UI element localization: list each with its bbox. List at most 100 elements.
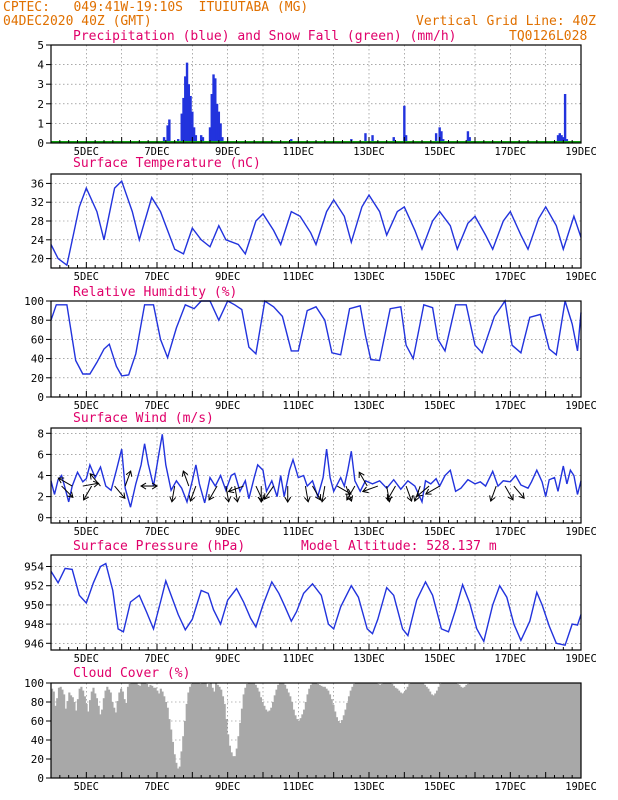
cloud-bar bbox=[189, 686, 192, 778]
cloud-bar bbox=[342, 715, 345, 778]
cloud-bar bbox=[484, 683, 487, 778]
cloud-bar bbox=[454, 683, 458, 778]
cloud-bar bbox=[520, 683, 523, 778]
cloud-bar bbox=[240, 708, 244, 778]
precip-bar bbox=[556, 135, 560, 143]
cloud-bar bbox=[408, 683, 411, 778]
temp-ytick-label: 28 bbox=[31, 215, 44, 228]
cloud-bar bbox=[206, 686, 209, 778]
wind-arrow-head bbox=[67, 491, 74, 499]
cloud-bar bbox=[125, 702, 128, 778]
cloud-bar bbox=[61, 689, 64, 778]
cloud-bar bbox=[508, 683, 511, 778]
cloud-bar bbox=[323, 686, 326, 778]
cloud-bar bbox=[372, 683, 375, 778]
cloud-bar bbox=[420, 683, 423, 778]
cloud-xtick-label: 17DEC bbox=[495, 781, 527, 793]
cloud-ytick-label: 0 bbox=[37, 772, 44, 785]
cloud-bar bbox=[220, 689, 223, 778]
cloud-bar bbox=[382, 683, 385, 778]
cloud-bar bbox=[151, 685, 154, 778]
wind-series-line bbox=[50, 434, 582, 508]
cloud-bar bbox=[492, 683, 496, 778]
cloud-bar bbox=[398, 690, 401, 778]
cloud-bar bbox=[553, 683, 556, 778]
cloud-bar bbox=[85, 703, 88, 778]
temp-xtick-label: 7DEC bbox=[144, 271, 169, 283]
cloud-bar bbox=[106, 686, 109, 778]
cloud-bar bbox=[361, 683, 364, 778]
cloud-bar bbox=[228, 745, 231, 778]
cloud-bar bbox=[177, 768, 180, 778]
precip-bar bbox=[201, 137, 205, 143]
cloud-bar bbox=[258, 691, 261, 778]
precip-bar bbox=[215, 103, 219, 143]
wind-xtick-label: 9DEC bbox=[215, 526, 240, 538]
wind-arrow bbox=[189, 485, 197, 502]
cloud-bar bbox=[334, 711, 337, 778]
precip-xtick-label: 5DEC bbox=[74, 146, 99, 158]
cloud-bar bbox=[577, 683, 580, 778]
pres-ytick-label: 952 bbox=[24, 580, 44, 593]
cloud-bar bbox=[416, 683, 420, 778]
cloud-bar bbox=[368, 683, 371, 778]
cloud-bar bbox=[57, 687, 61, 778]
cloud-bar bbox=[285, 688, 288, 778]
cloud-bar bbox=[549, 683, 553, 778]
cloud-bar bbox=[82, 690, 85, 778]
cloud-bar bbox=[541, 683, 544, 778]
pres-model-altitude: Model Altitude: 528.137 m bbox=[301, 539, 497, 554]
cloud-bar bbox=[491, 683, 494, 778]
cloud-bar bbox=[406, 686, 409, 778]
cloud-bar bbox=[366, 683, 370, 778]
cloud-bar bbox=[465, 684, 468, 778]
precip-ytick-label: 2 bbox=[37, 98, 44, 111]
cloud-bar bbox=[244, 687, 247, 778]
cloud-bar bbox=[126, 686, 130, 778]
cloud-bar bbox=[558, 683, 561, 778]
wind-xtick-label: 11DEC bbox=[283, 526, 315, 538]
temp-xtick-label: 9DEC bbox=[215, 271, 240, 283]
cloud-bar bbox=[544, 683, 547, 778]
cloud-bar bbox=[556, 683, 559, 778]
cloud-bar bbox=[111, 702, 114, 778]
cloud-bar bbox=[565, 683, 568, 778]
cloud-bar bbox=[221, 696, 225, 778]
precip-bar bbox=[166, 125, 169, 143]
cloud-bar bbox=[261, 702, 264, 778]
rh-ytick-label: 60 bbox=[31, 333, 44, 346]
cloud-bar bbox=[297, 721, 300, 778]
cloud-bar bbox=[399, 692, 402, 778]
temp-xtick-label: 13DEC bbox=[353, 271, 385, 283]
cloud-bar bbox=[365, 683, 368, 778]
cloud-bar bbox=[396, 688, 399, 778]
cloud-bar bbox=[132, 683, 135, 778]
cloud-bar bbox=[389, 683, 392, 778]
header-run-date: 04DEC2020 40Z (GMT) bbox=[3, 14, 152, 29]
cloud-bar bbox=[104, 690, 107, 778]
cloud-bar bbox=[375, 683, 378, 778]
cloud-bar bbox=[173, 754, 176, 778]
cloud-bar bbox=[335, 717, 338, 778]
cloud-bar bbox=[230, 752, 233, 778]
cloud-bar bbox=[144, 683, 147, 778]
precip-bar bbox=[180, 113, 183, 143]
cloud-bar bbox=[318, 684, 321, 778]
precip-bar bbox=[194, 135, 198, 143]
cloud-bar bbox=[282, 683, 285, 778]
wind-arrow-head bbox=[233, 496, 241, 503]
cloud-bar bbox=[52, 691, 55, 778]
precip-ytick-label: 0 bbox=[37, 137, 44, 150]
cloud-bar bbox=[294, 715, 297, 778]
cloud-bar bbox=[218, 686, 221, 778]
cloud-bar bbox=[208, 683, 211, 778]
cloud-bar bbox=[358, 683, 361, 778]
cloud-bar bbox=[251, 683, 254, 778]
rh-xtick-label: 7DEC bbox=[144, 400, 169, 412]
wind-arrow bbox=[304, 485, 309, 502]
cloud-bar bbox=[92, 687, 95, 778]
cloud-bar bbox=[152, 687, 155, 778]
cloud-bar bbox=[548, 683, 551, 778]
cloud-bar bbox=[178, 766, 181, 778]
cloud-bar bbox=[227, 734, 230, 778]
